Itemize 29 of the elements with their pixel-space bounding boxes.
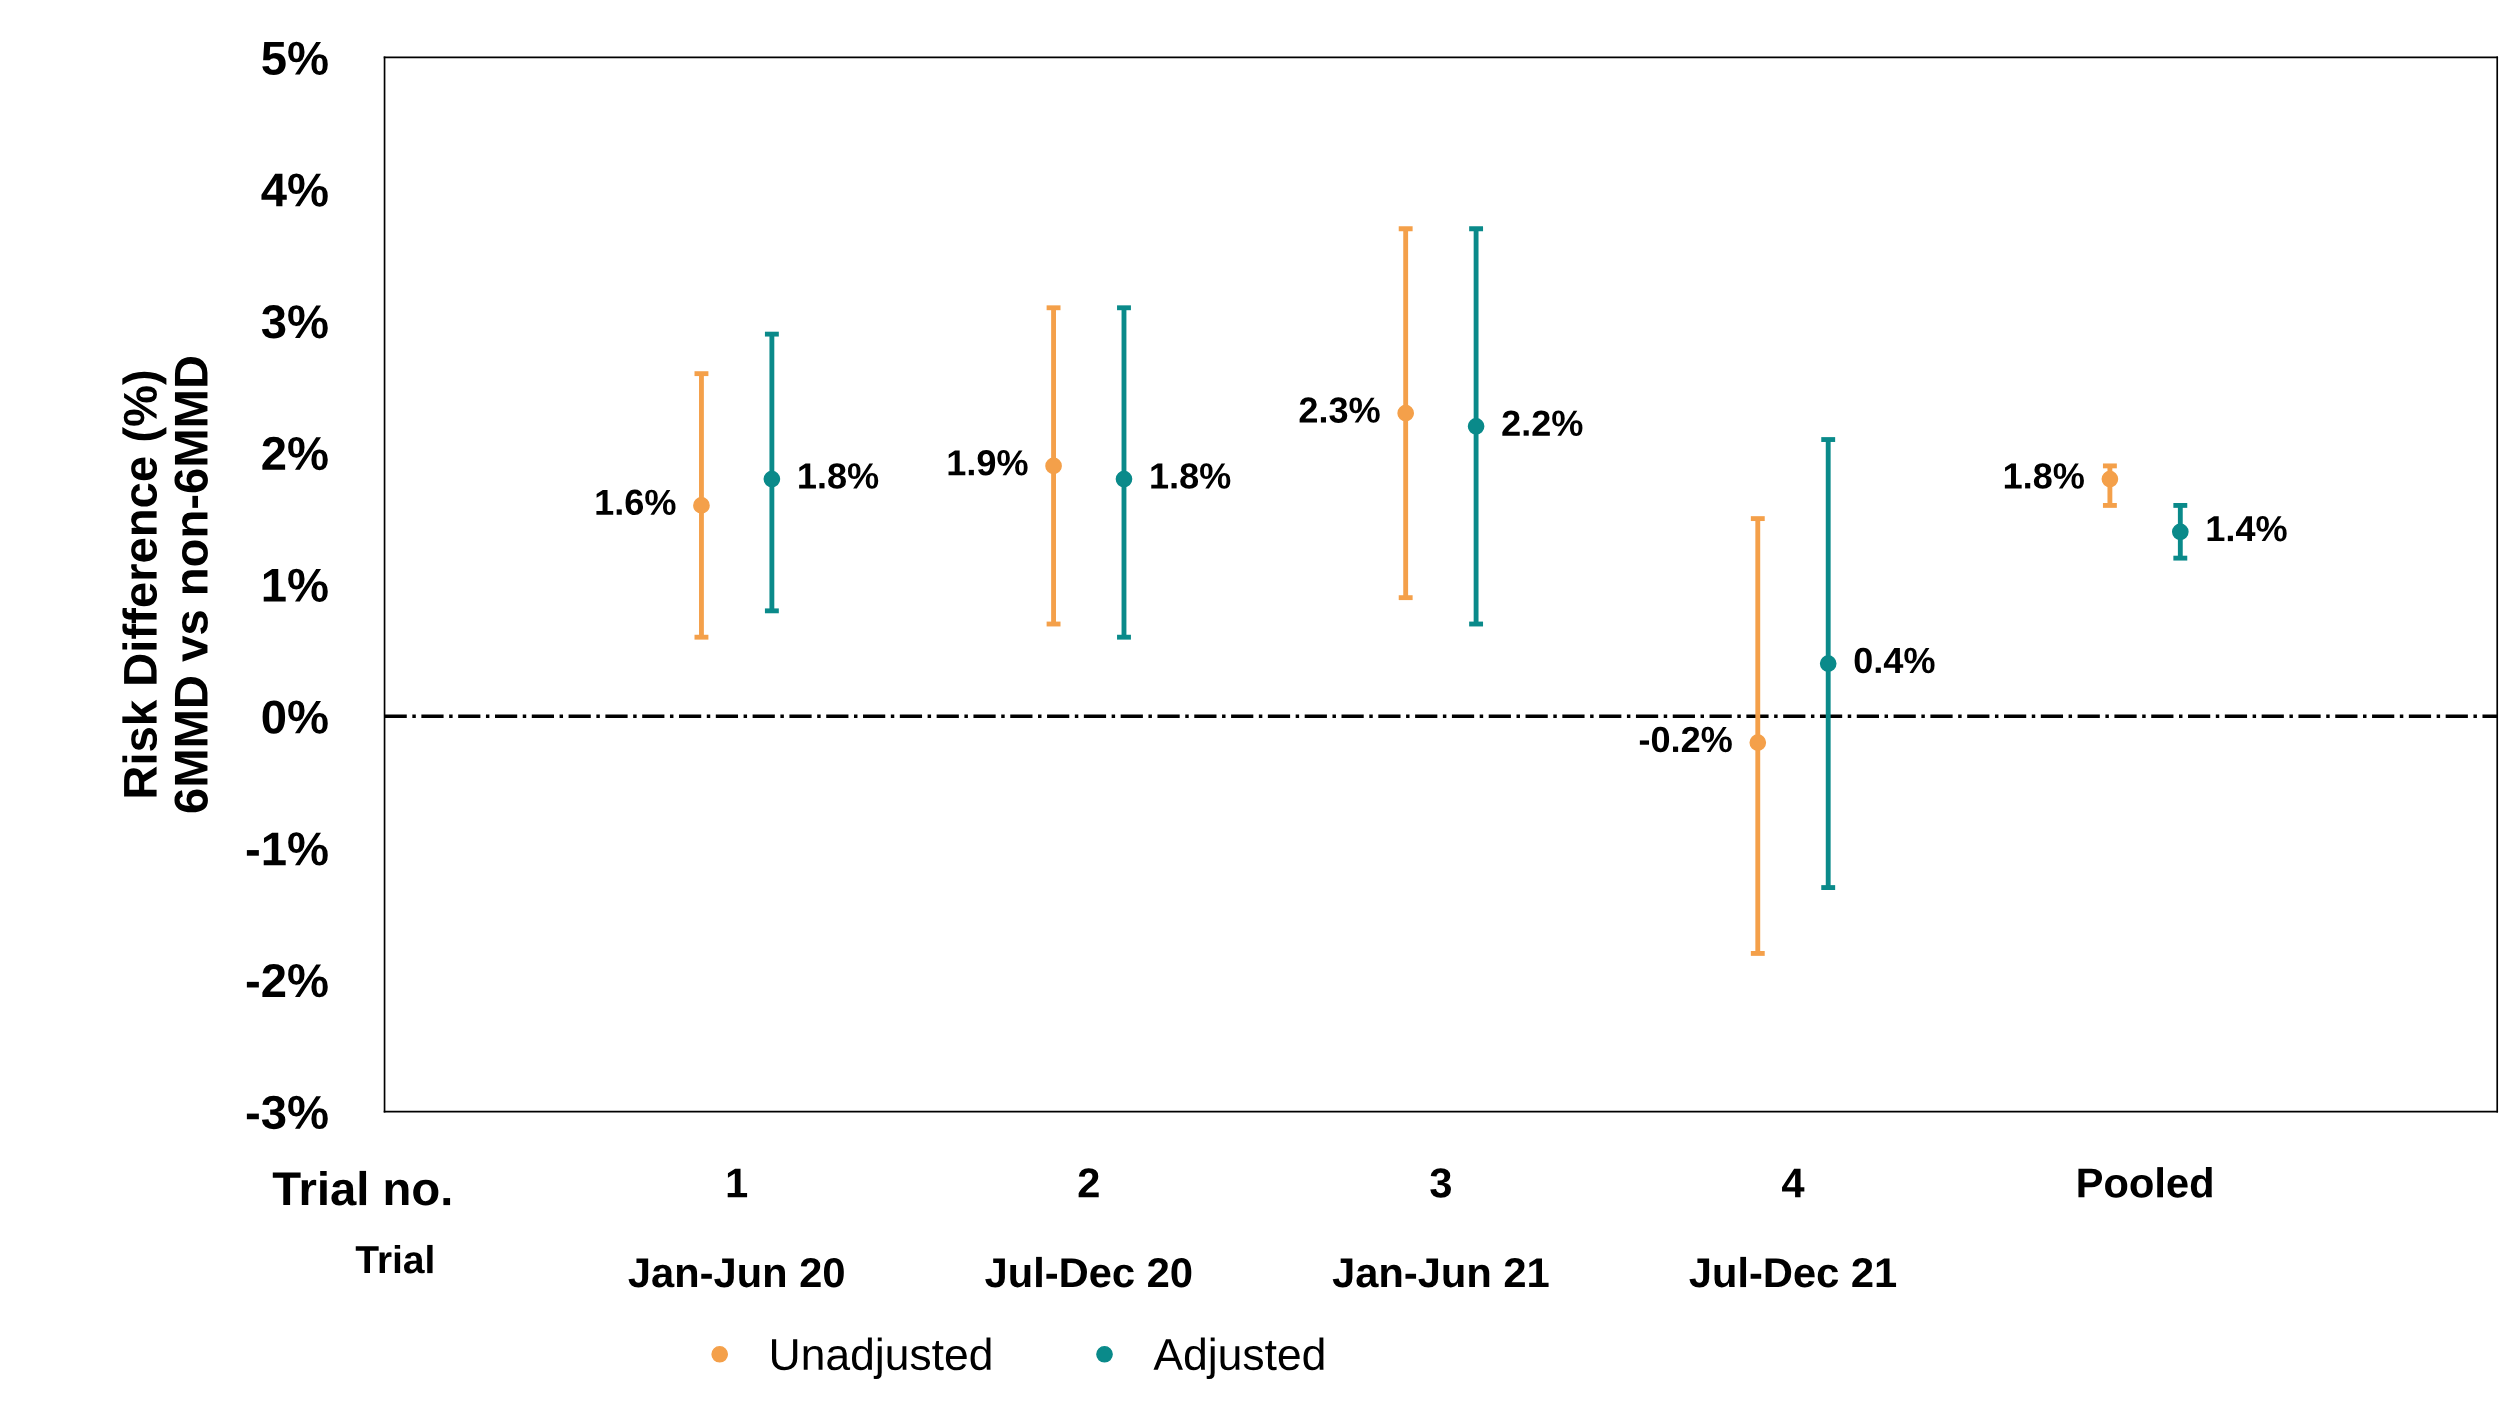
x-tick-label: Pooled xyxy=(2078,1167,2212,1198)
legend-label: Unadjusted xyxy=(772,1337,991,1380)
data-label: 1.8% xyxy=(799,463,879,489)
y-tick-label: 1% xyxy=(263,568,328,602)
y-tick-label: -2% xyxy=(246,963,328,998)
data-label: -0.2% xyxy=(1639,726,1732,753)
data-label: 2.2% xyxy=(1502,410,1583,436)
category-label: 2 Jul-Dec 20 xyxy=(985,1168,1192,1288)
y-tick-label: 4% xyxy=(261,173,328,207)
category-label: 1 Jan-Jun 20 xyxy=(628,1168,844,1288)
category-label: 3 Jan-Jun 21 xyxy=(1332,1168,1549,1288)
category-label: 4 Jul-Dec 21 xyxy=(1689,1168,1897,1288)
y-tick-label: 3% xyxy=(261,305,328,339)
text: Trial xyxy=(355,1244,433,1274)
data-label: 1.8% xyxy=(2004,463,2084,489)
y-tick-label: -1% xyxy=(246,832,328,866)
y-tick-label: 0% xyxy=(262,700,328,734)
data-label: 1.8% xyxy=(1151,463,1231,489)
data-label: 0.4% xyxy=(1854,647,1935,674)
y-tick-label: 2% xyxy=(262,436,328,471)
legend-label: Adjusted xyxy=(1153,1337,1324,1380)
text: Trial no. xyxy=(272,1170,451,1206)
y-axis-title: Risk Difference (%) 6MMD vs non-6MMD xyxy=(122,356,208,813)
y-tick-label: -3% xyxy=(246,1095,328,1130)
data-label: 2.3% xyxy=(1299,397,1380,423)
data-label: 1.6% xyxy=(596,489,676,516)
data-label: 1.4% xyxy=(2207,515,2287,542)
y-tick-label: 5% xyxy=(262,41,328,75)
data-label: 1.9% xyxy=(948,450,1028,476)
